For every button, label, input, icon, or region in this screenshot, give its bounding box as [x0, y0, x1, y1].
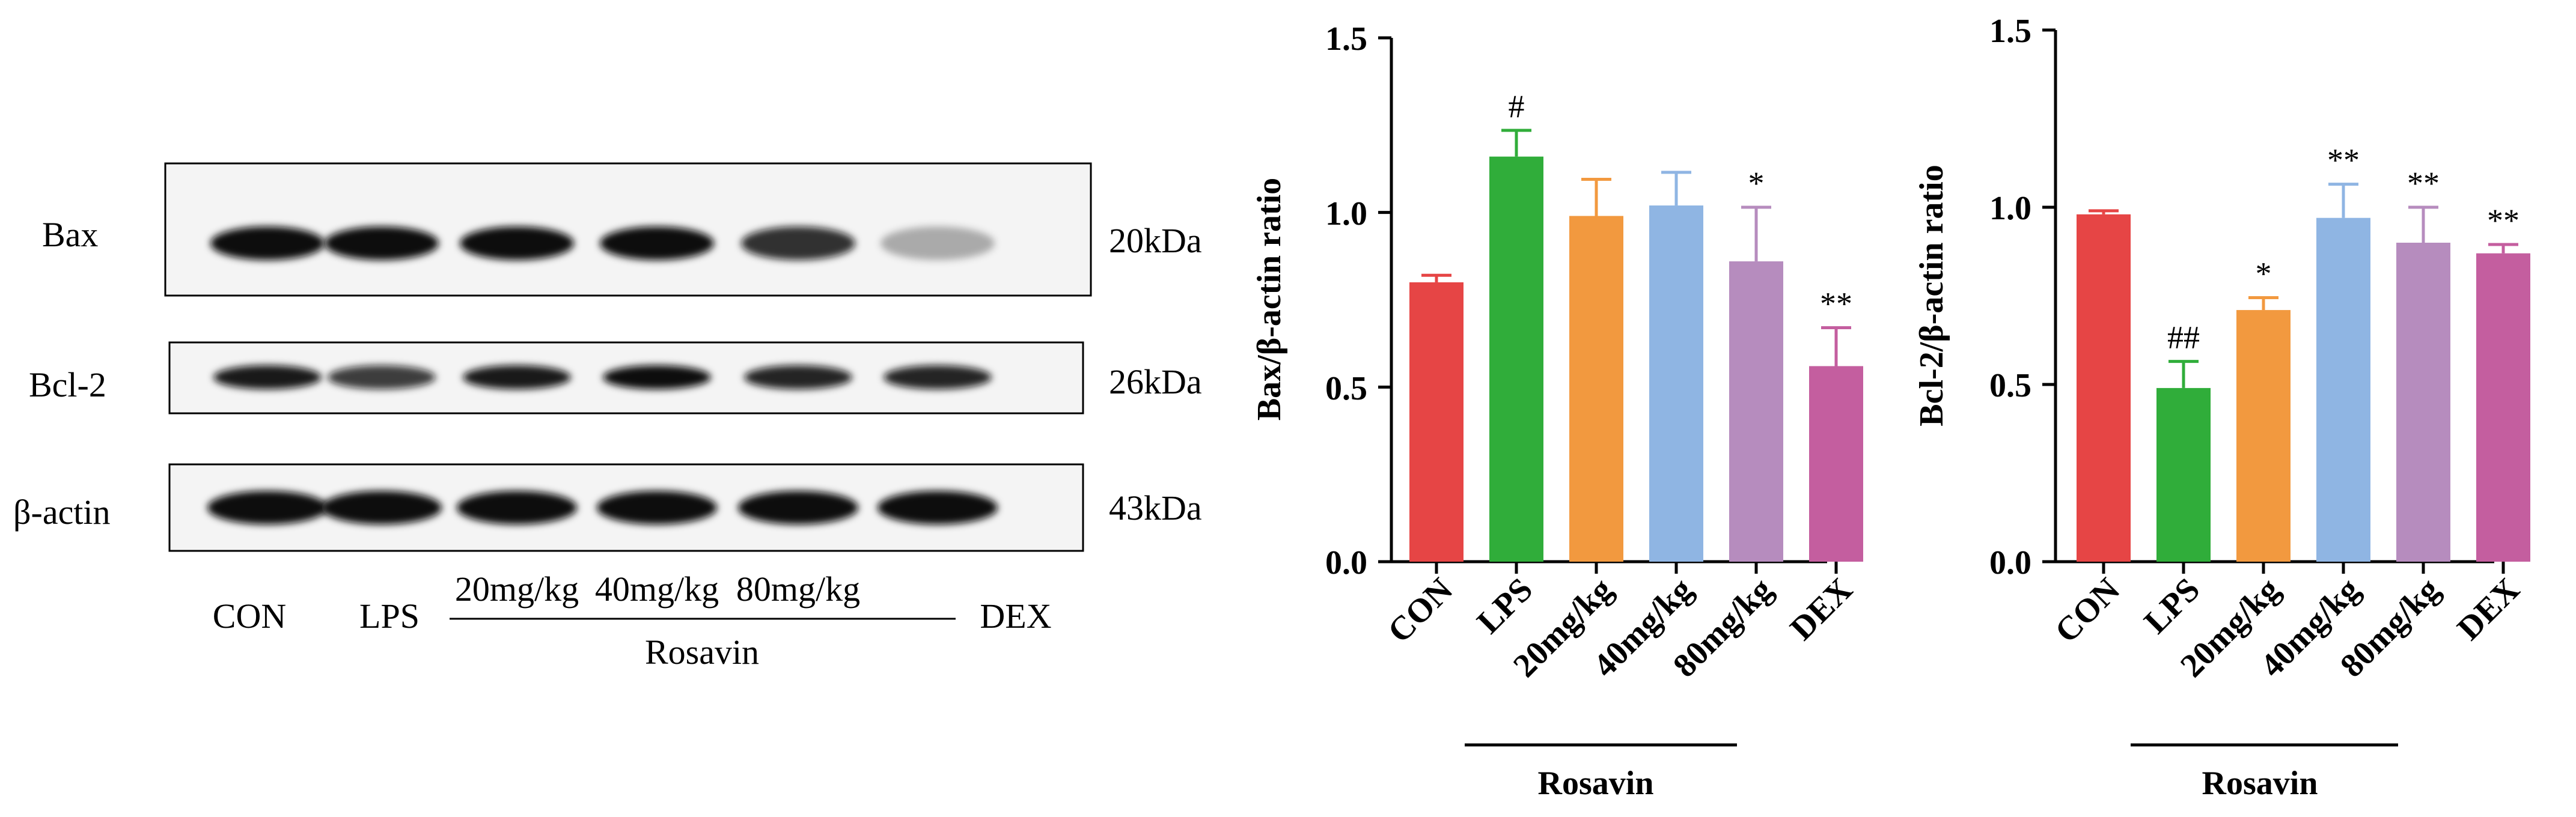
rosavin-group-label: Rosavin [645, 633, 759, 672]
blot-band [877, 491, 998, 524]
y-axis-label: Bax/β-actin ratio [1251, 178, 1288, 421]
y-tick-label: 1.5 [1989, 13, 2031, 50]
blot-band [210, 226, 325, 260]
rosavin-group-label: Rosavin [2202, 765, 2318, 802]
x-tick-label: DEX [2450, 571, 2527, 647]
blot-band [213, 365, 322, 389]
blot-band [738, 491, 858, 524]
blot-band [741, 226, 855, 260]
blot-lane-labels: CON LPS 20mg/kg 40mg/kg 80mg/kg DEX Rosa… [213, 569, 1052, 672]
lane-label-dex: DEX [980, 597, 1051, 636]
bax-ratio-chart: 0.0 0.5 1.0 1.5 Bax/β-actin ratio #*** C… [1251, 20, 1863, 802]
blot-row-bax: Bax 20kDa [42, 162, 1202, 297]
blot-band [325, 226, 439, 260]
blot-size-bax: 20kDa [1109, 221, 1202, 260]
significance-marker: * [1748, 165, 1765, 201]
blot-band [744, 365, 852, 389]
significance-marker: ## [2167, 320, 2200, 356]
bar [1649, 205, 1703, 562]
blot-size-bcl2: 26kDa [1109, 362, 1202, 401]
blot-band [463, 365, 571, 389]
blot-row-bcl2: Bcl-2 26kDa [29, 341, 1202, 415]
blot-band [881, 226, 995, 260]
lane-label-20mg: 20mg/kg [455, 569, 579, 609]
significance-marker: ** [2487, 202, 2520, 238]
lane-label-80mg: 80mg/kg [736, 569, 860, 609]
bands-bax [210, 226, 995, 260]
blot-band [603, 365, 711, 389]
blot-band [457, 491, 577, 524]
lane-label-lps: LPS [359, 597, 420, 636]
y-tick-label: 0.5 [1325, 370, 1367, 407]
y-ticks [2042, 28, 2056, 563]
x-tick-label: LPS [2137, 571, 2207, 640]
bar [2316, 217, 2370, 562]
bar [2156, 387, 2211, 562]
y-tick-label: 1.0 [1989, 190, 2031, 227]
bcl2-ratio-chart: 0.0 0.5 1.0 1.5 Bcl-2/β-actin ratio ##**… [1913, 13, 2530, 802]
blot-label-bax: Bax [42, 215, 98, 254]
y-ticks [1378, 36, 1391, 563]
significance-marker: ** [2327, 142, 2360, 178]
significance-marker: # [1509, 88, 1525, 124]
bars: ##******* [2077, 142, 2530, 574]
bar [2396, 243, 2450, 562]
bands-bcl2 [213, 365, 992, 389]
bar [2476, 253, 2530, 562]
blot-label-beta-actin: β-actin [13, 493, 111, 532]
x-tick-label: LPS [1470, 571, 1540, 640]
y-axis-label: Bcl-2/β-actin ratio [1913, 165, 1950, 426]
y-tick-label: 0.5 [1989, 367, 2031, 404]
bar [2236, 310, 2291, 562]
bar [1569, 216, 1623, 562]
significance-marker: ** [1820, 286, 1852, 322]
y-tick-label: 1.0 [1325, 195, 1367, 232]
bar [1409, 282, 1463, 562]
bars: #*** [1409, 88, 1863, 574]
lane-label-40mg: 40mg/kg [595, 569, 719, 609]
blot-row-beta-actin: β-actin 43kDa [13, 463, 1202, 552]
rosavin-group-label: Rosavin [1538, 765, 1654, 802]
y-tick-label: 0.0 [1989, 544, 2031, 582]
bar [1809, 366, 1863, 562]
blot-band [328, 365, 436, 389]
blot-size-beta-actin: 43kDa [1109, 488, 1202, 527]
y-tick-label: 1.5 [1325, 20, 1367, 58]
bar [1489, 156, 1543, 562]
y-tick-label: 0.0 [1325, 544, 1367, 582]
blot-band [597, 491, 717, 524]
x-tick-label: DEX [1783, 571, 1860, 647]
blot-band [600, 226, 714, 260]
significance-marker: ** [2407, 165, 2440, 201]
significance-marker: * [2256, 255, 2272, 291]
bands-beta-actin [207, 491, 998, 524]
x-tick-label: CON [1381, 571, 1460, 650]
blot-band [884, 365, 992, 389]
blot-label-bcl2: Bcl-2 [29, 365, 106, 404]
x-tick-label: CON [2048, 571, 2127, 650]
western-blot-panel: Bax 20kDa Bcl-2 26kDa β-actin 43kDa CON … [13, 162, 1202, 672]
bar [2077, 214, 2131, 562]
blot-band [322, 491, 442, 524]
blot-band [207, 491, 328, 524]
blot-band [460, 226, 574, 260]
bar [1729, 261, 1783, 562]
lane-label-con: CON [213, 597, 286, 636]
